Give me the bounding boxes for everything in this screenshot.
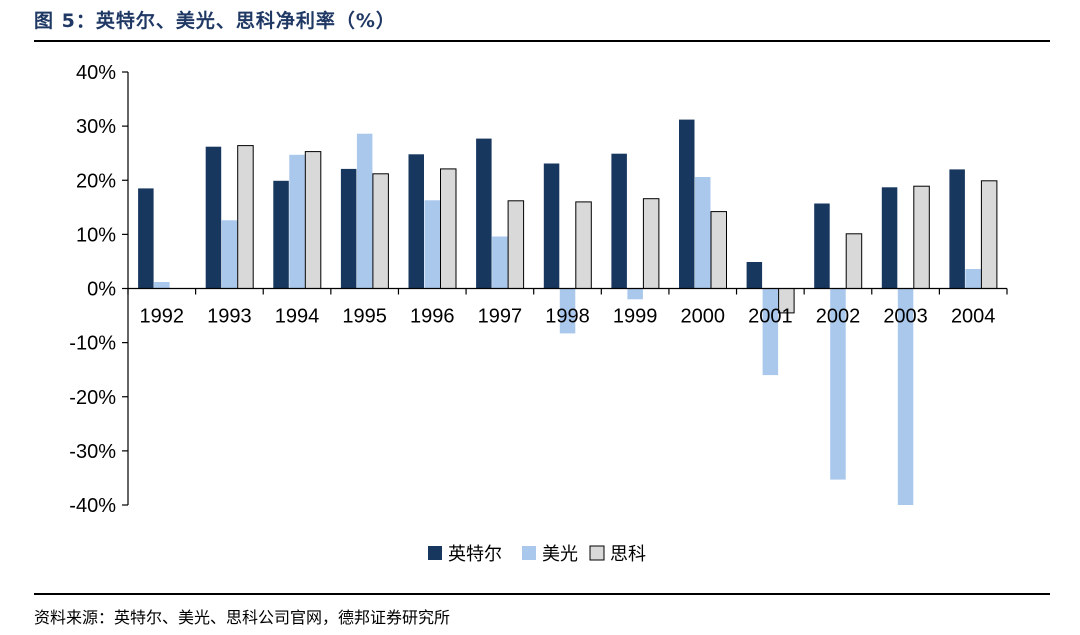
- legend-swatch: [428, 546, 442, 560]
- bar: [372, 173, 389, 289]
- bar: [830, 288, 846, 480]
- y-tick-label: -10%: [69, 333, 116, 355]
- top-divider: [34, 40, 1050, 42]
- bar: [205, 146, 222, 289]
- bar: [845, 233, 863, 290]
- bar: [154, 282, 170, 289]
- x-tick-label: 1997: [478, 306, 523, 328]
- net-margin-bar-chart: 40%30%20%10%0%-10%-20%-30%-40% 1992 1993 1…: [69, 62, 1008, 565]
- bar: [543, 163, 560, 289]
- bar: [492, 236, 508, 289]
- y-tick-label: 10%: [76, 224, 116, 246]
- bar: [965, 269, 981, 289]
- bar: [289, 154, 305, 289]
- x-tick-label: 1995: [342, 306, 387, 328]
- bar: [897, 288, 914, 505]
- source-note: 资料来源：英特尔、美光、思科公司官网，德邦证券研究所: [34, 608, 451, 627]
- y-axis: 40% 30% 20% 10% 0% -10% -20% -30% -40%: [69, 62, 129, 517]
- y-tick-label: 30%: [76, 116, 116, 138]
- bars: [138, 119, 998, 505]
- y-tick-label: 20%: [76, 170, 116, 192]
- bar: [679, 119, 695, 289]
- x-tick-label: 1999: [613, 306, 658, 328]
- bar: [273, 180, 289, 289]
- legend-swatch: [522, 546, 536, 560]
- x-tick-label: 1994: [275, 306, 320, 328]
- x-tick-label: 1993: [207, 306, 252, 328]
- x-tick-label: 1992: [140, 306, 185, 328]
- bar: [138, 188, 154, 289]
- x-tick-label: 2001: [748, 306, 793, 328]
- legend: 英特尔 美光 思科: [428, 544, 646, 565]
- x-tick-label: 1998: [545, 306, 590, 328]
- y-tick-label: 0%: [87, 279, 116, 301]
- bar: [710, 211, 727, 290]
- bar: [559, 288, 576, 334]
- bar: [237, 145, 254, 289]
- x-tick-label: 2004: [951, 306, 996, 328]
- bar: [949, 169, 965, 289]
- chart-title: 图 5：英特尔、美光、思科净利率（%）: [34, 10, 396, 32]
- bar: [408, 154, 424, 289]
- legend-label: 英特尔: [448, 544, 502, 565]
- bar: [881, 187, 898, 289]
- bar: [762, 288, 779, 376]
- bar: [476, 138, 492, 289]
- x-tick-label: 1996: [410, 306, 455, 328]
- y-tick-label: 40%: [76, 62, 116, 84]
- bar: [440, 168, 457, 289]
- legend-swatch: [589, 545, 605, 561]
- legend-label: 思科: [610, 544, 646, 565]
- bar: [611, 153, 627, 289]
- y-tick-label: -40%: [69, 495, 116, 517]
- bar: [913, 185, 930, 289]
- bar: [746, 262, 763, 289]
- x-tick-label: 2000: [680, 306, 725, 328]
- x-tick-label: 2003: [883, 306, 928, 328]
- bar: [424, 200, 440, 289]
- bar: [340, 168, 357, 289]
- bar: [695, 177, 711, 289]
- bar: [980, 180, 998, 289]
- bar: [575, 201, 592, 289]
- bar: [221, 220, 238, 289]
- bar: [642, 198, 660, 289]
- bar: [304, 151, 322, 289]
- x-tick-label: 2002: [816, 306, 861, 328]
- bar: [507, 200, 525, 289]
- x-axis: 1992 1993 1994 1995 1996 1997 1998 1999 2000 2001…: [127, 287, 1008, 328]
- bar: [356, 133, 373, 289]
- y-tick-label: -20%: [69, 387, 116, 409]
- bar: [814, 203, 830, 289]
- bottom-divider: [34, 593, 1050, 595]
- y-tick-label: -30%: [69, 441, 116, 463]
- bar: [627, 288, 643, 300]
- legend-label: 美光: [542, 544, 578, 565]
